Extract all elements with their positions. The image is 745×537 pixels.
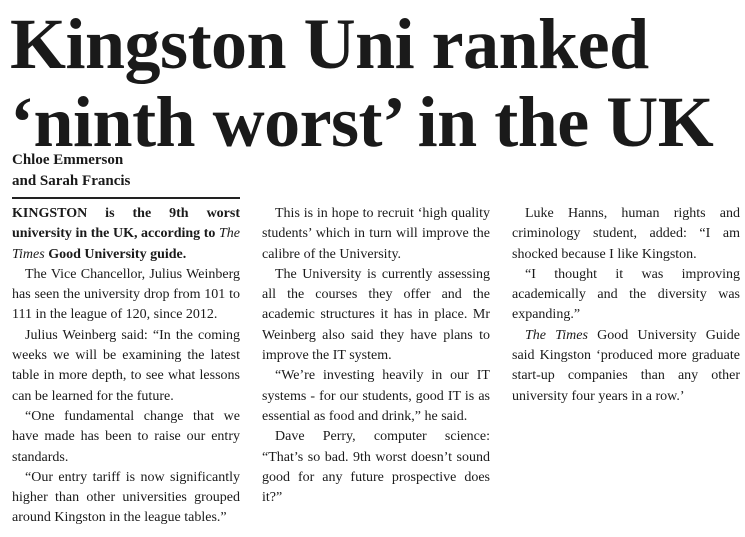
text-run: The Vice Chancellor, Julius Weinberg has…: [12, 266, 240, 323]
text-run: Julius Weinberg said: “In the coming wee…: [12, 327, 240, 404]
text-run: Dave Perry, computer science: “That’s so…: [262, 429, 490, 506]
paragraph: The University is currently assessing al…: [262, 265, 490, 366]
text-run: KINGSTON is the 9th worst university in …: [12, 206, 240, 242]
text-run: Good University Guide said Kingston ‘pro…: [512, 327, 740, 404]
paragraph: “We’re investing heavily in our IT syste…: [262, 366, 490, 427]
paragraph: Dave Perry, computer science: “That’s so…: [262, 427, 490, 508]
text-run: Luke Hanns, human rights and criminology…: [512, 206, 740, 262]
paragraph: Julius Weinberg said: “In the coming wee…: [12, 326, 240, 407]
text-run: The Times: [525, 327, 588, 343]
paragraph: The Vice Chancellor, Julius Weinberg has…: [12, 265, 240, 326]
paragraph: This is in hope to recruit ‘high quality…: [262, 204, 490, 265]
paragraph: The Times Good University Guide said Kin…: [512, 326, 740, 407]
text-run: “I thought it was improving academically…: [512, 266, 740, 323]
paragraph: KINGSTON is the 9th worst university in …: [12, 204, 240, 265]
paragraph: Luke Hanns, human rights and criminology…: [512, 204, 740, 265]
byline-rule: [12, 197, 240, 199]
text-run: The Times: [12, 226, 240, 262]
text-run: Good University guide.: [44, 246, 187, 262]
paragraph: “I thought it was improving academically…: [512, 265, 740, 326]
byline: and Sarah Francis: [12, 173, 131, 189]
headline: ‘ninth worst’ in the UK: [10, 82, 714, 162]
text-run: “Our entry tariff is now significantly h…: [12, 469, 240, 526]
text-run: This is in hope to recruit ‘high quality…: [262, 206, 490, 262]
headline: Kingston Uni ranked: [10, 4, 649, 84]
text-run: The University is currently assessing al…: [262, 266, 490, 364]
text-run: “We’re investing heavily in our IT syste…: [262, 368, 490, 424]
text-run: “One fundamental change that we have mad…: [12, 408, 240, 465]
paragraph: “Our entry tariff is now significantly h…: [12, 468, 240, 529]
paragraph: “One fundamental change that we have mad…: [12, 407, 240, 468]
byline: Chloe Emmerson: [12, 152, 124, 168]
article-body: KINGSTON is the 9th worst university in …: [12, 204, 740, 530]
